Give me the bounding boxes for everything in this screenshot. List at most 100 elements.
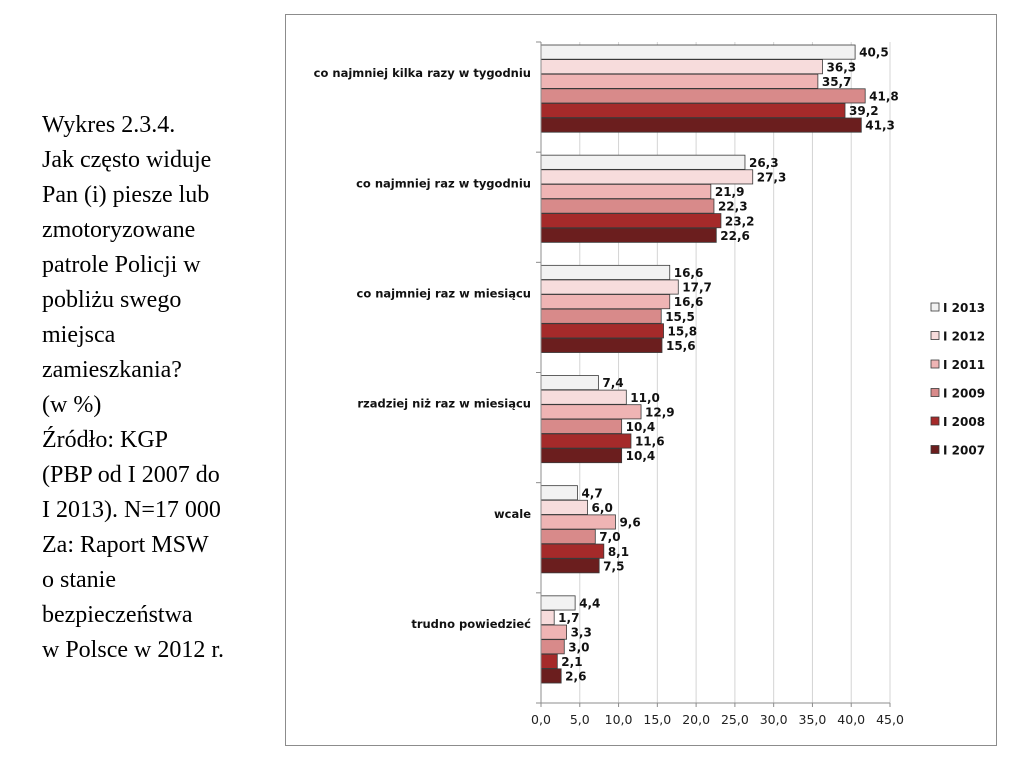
caption-line: zmotoryzowane [42, 217, 196, 243]
category-label: rzadziej niż raz w miesiącu [357, 397, 531, 411]
bar [540, 404, 642, 420]
x-tick-label: 15,0 [643, 712, 671, 727]
data-label: 23,2 [725, 214, 755, 228]
bar [540, 499, 588, 515]
category-label: wcale [494, 507, 531, 521]
data-label: 4,4 [579, 597, 600, 611]
legend-label: I 2011 [943, 358, 985, 372]
data-label: 2,1 [561, 655, 582, 669]
bar [540, 375, 599, 391]
bar [540, 154, 746, 170]
bar [540, 610, 555, 626]
data-label: 16,6 [674, 295, 704, 309]
x-tick-label: 5,0 [570, 712, 590, 727]
category-label: co najmniej raz w miesiącu [357, 286, 532, 300]
bar [540, 323, 664, 339]
legend-label: I 2008 [943, 415, 985, 429]
data-label: 36,3 [827, 60, 857, 74]
x-tick-label: 30,0 [760, 712, 788, 727]
data-label: 8,1 [608, 545, 629, 559]
bar [540, 198, 715, 214]
data-label: 9,6 [619, 516, 640, 530]
category-label: co najmniej kilka razy w tygodniu [314, 66, 531, 80]
legend-label: I 2009 [943, 387, 985, 401]
bar [540, 448, 623, 464]
caption-line: I 2013). N=17 000 [42, 497, 221, 523]
data-label: 27,3 [757, 170, 787, 184]
caption-line: bezpieczeństwa [42, 602, 193, 628]
caption-line: Jak często widuje [42, 147, 212, 173]
bar [540, 485, 578, 501]
data-label: 3,0 [568, 640, 589, 654]
horizontal-bar-chart: 40,536,335,7 41,839,241,3 co najmniej kilk… [314, 41, 985, 727]
bar [540, 653, 558, 669]
bar [540, 558, 600, 574]
data-label: 11,6 [635, 435, 665, 449]
data-label: 7,4 [602, 376, 623, 390]
data-label: 40,5 [859, 46, 889, 60]
data-label: 6,0 [592, 501, 613, 515]
data-label: 15,8 [668, 324, 698, 338]
bar [540, 668, 562, 684]
bar [540, 514, 616, 530]
caption-line: Za: Raport MSW [42, 532, 209, 558]
legend-swatch [930, 359, 940, 369]
x-tick-label: 25,0 [721, 712, 749, 727]
caption-line: Źródło: KGP [42, 427, 168, 453]
data-label: 22,3 [718, 200, 748, 214]
legend-swatch [930, 416, 940, 426]
x-tick-label: 45,0 [876, 712, 904, 727]
bar [540, 213, 722, 229]
category-label: trudno powiedzieć [411, 617, 531, 631]
bar [540, 624, 567, 640]
caption-line: Pan (i) piesze lub [42, 182, 210, 208]
bar [540, 294, 671, 310]
bar [540, 88, 866, 104]
bar [540, 418, 623, 434]
bar [540, 433, 632, 449]
data-label: 17,7 [682, 281, 712, 295]
data-label: 26,3 [749, 156, 779, 170]
data-label: 12,9 [645, 405, 675, 419]
bar [540, 639, 565, 655]
data-label: 21,9 [715, 185, 745, 199]
caption-line: patrole Policji w [42, 252, 201, 278]
caption-line: zamieszkania? [42, 357, 182, 383]
legend-swatch [930, 302, 940, 312]
legend-swatch [930, 445, 940, 454]
bar [540, 595, 576, 611]
bar [540, 264, 671, 280]
data-label: 41,3 [865, 119, 895, 133]
bar [540, 103, 846, 119]
data-label: 15,5 [665, 310, 695, 324]
bar [540, 183, 712, 199]
data-label: 1,7 [558, 611, 579, 625]
bar [540, 73, 819, 89]
caption-line: pobliżu swego [42, 287, 182, 313]
x-tick-label: 0,0 [531, 712, 551, 727]
legend-swatch [930, 388, 940, 397]
figure-caption: Wykres 2.3.4. Jak często widuje Pan (i) pi… [42, 108, 272, 668]
bar [540, 44, 856, 60]
x-tick-label: 10,0 [605, 712, 633, 727]
data-label: 10,4 [626, 449, 656, 463]
x-tick-label: 35,0 [799, 712, 827, 727]
caption-line: Wykres 2.3.4. [42, 112, 176, 138]
caption-line: miejsca [42, 322, 116, 348]
bar [540, 279, 679, 295]
data-label: 2,6 [565, 670, 586, 684]
caption-line: w Polsce w 2012 r. [42, 637, 224, 663]
category-label: co najmniej raz w tygodniu [356, 176, 531, 190]
x-tick-label: 40,0 [837, 712, 865, 727]
legend-label: I 2012 [943, 330, 985, 344]
caption-line: o stanie [42, 567, 116, 593]
data-label: 10,4 [626, 420, 656, 434]
data-label: 7,5 [603, 559, 624, 573]
caption-line: (PBP od I 2007 do [42, 462, 220, 488]
bar [540, 529, 596, 545]
bar [540, 227, 717, 243]
data-label: 7,0 [599, 530, 620, 544]
data-label: 39,2 [849, 104, 879, 118]
data-label: 22,6 [720, 229, 750, 243]
data-label: 35,7 [822, 75, 852, 89]
